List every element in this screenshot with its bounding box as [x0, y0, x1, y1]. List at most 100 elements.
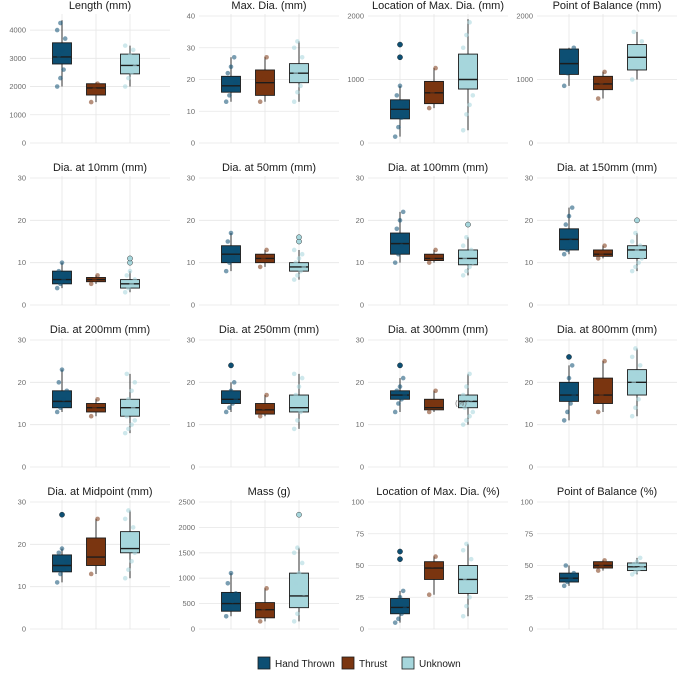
data-point — [264, 392, 269, 398]
box-hand-thrown — [559, 563, 579, 589]
y-tick-label: 1000 — [9, 110, 26, 119]
data-point — [127, 268, 133, 274]
box-thrust — [593, 558, 613, 573]
box-hand-thrown — [559, 354, 579, 423]
data-point — [257, 413, 263, 419]
data-point — [64, 388, 70, 394]
data-point — [223, 409, 229, 415]
data-point — [633, 405, 638, 411]
legend-swatch — [341, 656, 355, 670]
box-unknown — [289, 371, 309, 432]
y-tick-label: 20 — [18, 216, 26, 225]
panel-1: Length (mm) 0 1000 2000 3000 4000 — [9, 0, 170, 148]
data-point — [233, 80, 239, 85]
data-point — [464, 418, 469, 423]
data-point — [61, 67, 66, 72]
data-point — [629, 239, 635, 244]
y-tick-label: 1000 — [178, 574, 195, 583]
data-point — [291, 247, 297, 253]
box-thrust — [86, 396, 106, 419]
data-point — [299, 560, 305, 566]
box-thrust — [593, 243, 613, 261]
data-point — [565, 247, 570, 253]
y-tick-label: 500 — [182, 599, 195, 608]
y-tick-label: 30 — [525, 174, 533, 183]
data-point — [470, 586, 476, 591]
panel-title: Location of Max. Dia. (mm) — [372, 0, 504, 12]
box-thrust — [424, 554, 444, 598]
data-point — [295, 273, 300, 278]
legend-label: Unknown — [419, 659, 461, 670]
outlier-point — [296, 511, 302, 518]
data-point — [129, 388, 134, 394]
panel-2: Max. Dia. (mm) 0 10 20 30 40 — [187, 0, 339, 148]
y-tick-label: 0 — [22, 625, 26, 634]
data-point — [629, 354, 635, 360]
data-point — [633, 346, 638, 351]
data-point — [396, 401, 401, 406]
box-unknown — [120, 43, 140, 89]
data-point — [465, 567, 471, 572]
data-point — [397, 83, 403, 89]
y-tick-label: 0 — [529, 463, 533, 472]
data-point — [426, 105, 432, 111]
data-point — [402, 392, 408, 398]
y-tick-label: 0 — [360, 463, 364, 472]
data-point — [566, 213, 572, 219]
data-point — [59, 367, 65, 372]
data-point — [595, 409, 601, 415]
data-point — [129, 422, 134, 427]
data-point — [569, 205, 575, 210]
outlier-point — [228, 362, 234, 369]
data-point — [261, 256, 266, 261]
data-point — [261, 77, 266, 82]
y-tick-label: 20 — [356, 216, 364, 225]
data-point — [233, 396, 239, 402]
data-point — [296, 570, 302, 576]
y-tick-label: 0 — [22, 139, 26, 148]
data-point — [127, 409, 133, 415]
box-hand-thrown — [221, 362, 241, 415]
data-point — [636, 396, 641, 402]
outlier-point — [397, 362, 403, 369]
panel-14: Mass (g) 0 500 1000 1500 2000 2500 — [178, 486, 339, 634]
panel-title: Dia. at 300mm (mm) — [388, 324, 488, 336]
data-point — [59, 47, 65, 53]
data-point — [399, 115, 404, 120]
panel-13: Dia. at Midpoint (mm) 0 10 20 30 — [18, 486, 170, 634]
data-point — [295, 89, 300, 95]
box-hand-thrown — [221, 230, 241, 274]
data-point — [223, 268, 229, 274]
box-thrust — [86, 81, 106, 105]
data-point — [127, 53, 133, 58]
box-hand-thrown — [559, 205, 579, 257]
iqr-box — [52, 270, 72, 285]
data-point — [399, 396, 404, 402]
y-tick-label: 30 — [356, 174, 364, 183]
y-tick-label: 50 — [525, 561, 533, 570]
y-tick-label: 20 — [187, 378, 195, 387]
data-point — [223, 99, 229, 105]
data-point — [296, 256, 302, 261]
data-point — [122, 290, 128, 295]
iqr-box — [390, 598, 410, 615]
data-point — [225, 70, 231, 76]
panel-title: Dia. at 50mm (mm) — [222, 162, 316, 174]
data-point — [460, 422, 466, 427]
data-point — [433, 388, 438, 394]
data-point — [394, 93, 400, 98]
data-point — [639, 388, 645, 394]
data-point — [468, 58, 474, 63]
y-tick-label: 0 — [360, 625, 364, 634]
panel-11: Dia. at 300mm (mm) 0 10 20 30 (%) — [356, 324, 508, 472]
data-point — [92, 277, 97, 282]
data-point — [301, 77, 307, 82]
data-point — [396, 616, 401, 622]
outlier-point — [296, 234, 302, 241]
data-point — [639, 39, 645, 44]
data-point — [59, 260, 65, 265]
y-tick-label: 3000 — [9, 54, 26, 63]
panel-8: Dia. at 150mm (mm) 0 10 20 30 — [525, 162, 677, 310]
data-point — [569, 363, 575, 368]
iqr-box — [120, 531, 140, 554]
